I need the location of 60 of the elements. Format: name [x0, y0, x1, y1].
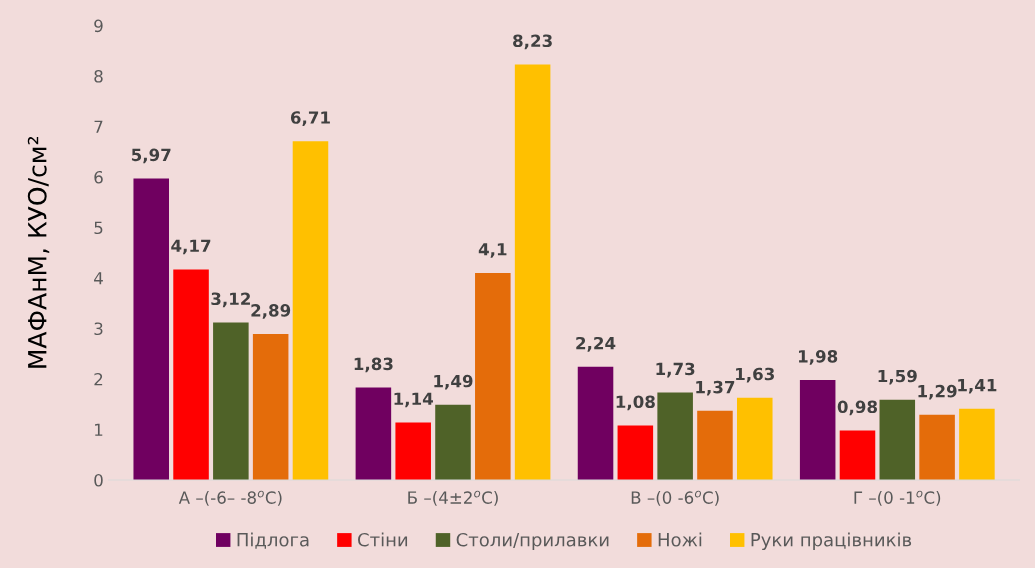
data-label: 1,29	[918, 384, 957, 400]
y-tick-label: 2	[94, 372, 103, 386]
data-label: 1,83	[354, 357, 393, 373]
data-label: 0,98	[837, 400, 878, 416]
data-label: 1,98	[799, 350, 838, 365]
data-label: 3,12	[211, 292, 250, 308]
bar	[173, 269, 209, 480]
y-tick-label: 1	[95, 423, 103, 436]
y-tick-label: 0	[94, 473, 103, 487]
bar	[292, 141, 329, 480]
data-label: 8,23	[513, 34, 552, 50]
data-label: 1,14	[394, 392, 433, 408]
data-label: 1,49	[434, 374, 473, 390]
bar	[514, 64, 551, 480]
y-tick-label: 9	[94, 19, 103, 33]
data-label: 2,24	[576, 336, 616, 352]
legend-label: Підлога	[237, 532, 309, 549]
bar	[475, 272, 511, 480]
data-label: 6,71	[290, 111, 330, 126]
legend-label: Руки працівників	[751, 532, 912, 551]
bar	[736, 397, 773, 480]
x-tick-label: А –(-6– -8$^{o}$C)	[178, 490, 282, 506]
bar	[657, 392, 693, 480]
data-label: 1,59	[878, 369, 917, 385]
data-label: 5,97	[131, 148, 171, 164]
y-tick-label: 7	[94, 120, 103, 133]
bar	[577, 366, 614, 480]
bar	[435, 404, 471, 480]
legend-label: Столи/прилавки	[456, 532, 609, 551]
data-label: 4,17	[171, 239, 211, 255]
bar	[879, 399, 916, 480]
bar	[133, 178, 170, 480]
data-label: 1,63	[736, 367, 774, 383]
bar	[959, 408, 995, 480]
data-label: 1,41	[958, 379, 997, 394]
data-label: 1,73	[656, 362, 695, 378]
bar	[617, 425, 654, 480]
legend-label: Ножі	[658, 532, 702, 547]
data-label: 1,08	[616, 395, 655, 411]
y-tick-label: 5	[94, 221, 103, 235]
y-tick-label: 4	[94, 272, 103, 285]
x-tick-label: В –(0 -6$^{o}$C)	[631, 490, 719, 506]
bar	[839, 430, 876, 480]
bar	[919, 414, 955, 480]
x-tick-label: Г –(0 -1$^{o}$C)	[854, 490, 941, 506]
data-label: 4,1	[478, 243, 507, 258]
y-axis-title: МАФАнМ, КУО/см²	[27, 136, 50, 368]
bar	[213, 322, 249, 480]
bar	[395, 422, 431, 480]
x-tick-label: Б –(4±2$^{o}$C)	[408, 490, 498, 506]
bar	[799, 379, 836, 480]
bar	[252, 334, 289, 480]
y-tick-label: 3	[94, 322, 103, 336]
bar	[355, 387, 392, 480]
y-tick-label: 6	[94, 170, 103, 184]
bar	[697, 410, 733, 480]
legend-label: Стіни	[358, 532, 408, 547]
data-label: 2,89	[251, 304, 291, 319]
data-label: 1,37	[696, 380, 735, 396]
y-tick-label: 8	[94, 70, 103, 83]
